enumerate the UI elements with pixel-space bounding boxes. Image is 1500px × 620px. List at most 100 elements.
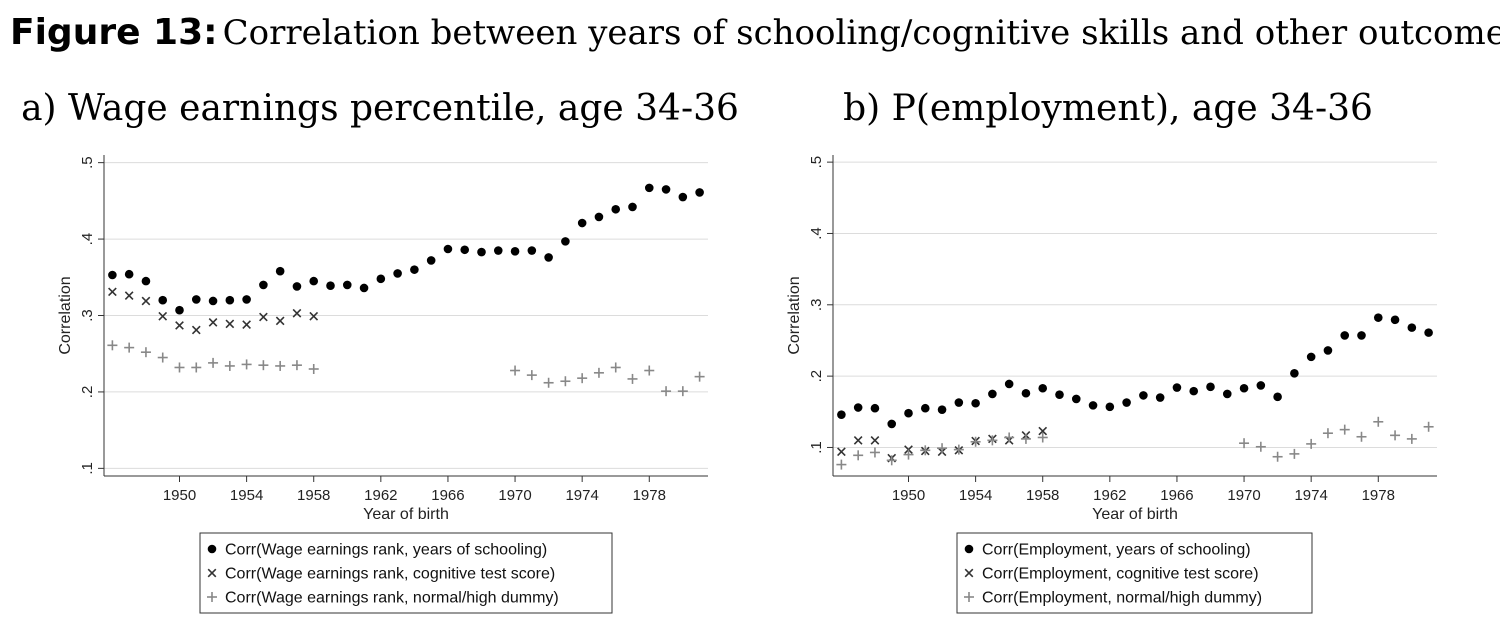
panel-a-point-plus [543,377,554,388]
panel-a-point-x [275,316,285,326]
panel-b-point-plus [1423,421,1434,432]
panel-b-point-dot [1306,352,1316,362]
panel-b-xtick-label: 1978 [1362,487,1395,504]
panel-a-point-dot [527,246,537,255]
panel-b-legend-marker [964,568,974,578]
panel-a-point-dot [141,276,151,286]
panel-a-xtick-label: 1958 [297,487,330,504]
panel-b-legend-box [956,532,1313,614]
panel-a-ytick-label: .2 [79,386,96,399]
panel-a-point-dot [393,269,402,278]
panel-b-point-plus [1406,433,1417,444]
panel-a-point-x [108,287,117,297]
panel-a-point-plus [308,364,319,374]
panel-a-point-plus [124,342,135,353]
panel-a-title: a) Wage earnings percentile, age 34-36 [21,88,739,129]
panel-a-point-dot [493,246,503,255]
panel-a-point-plus [627,373,638,384]
panel-a-point-plus [526,370,537,381]
panel-a-point-plus [140,347,151,358]
panel-a-point-dot [561,237,570,246]
panel-b-series-dot [837,313,1433,429]
panel-a-point-x [191,325,201,335]
panel-a-point-dot [242,295,251,304]
panel-a-point-dot [376,274,386,284]
panel-a-point-dot [108,270,117,280]
panel-a-series-x [108,287,319,335]
panel-b-xtick-label: 1966 [1160,487,1193,504]
panel-b-point-plus [1037,432,1048,443]
panel-a-point-dot [577,218,587,228]
panel-a-legend-box [199,532,613,614]
panel-b-ylabel: Correlation [786,276,803,354]
panel-a-point-dot [124,269,134,279]
panel-a-series-plus [107,340,705,397]
panel-b-xtick-label: 1974 [1294,487,1327,504]
panel-b-point-dot [1340,331,1350,340]
panel-a-point-plus [224,360,235,371]
panel-b-xtick-label: 1970 [1227,487,1260,504]
panel-b-point-plus [953,444,964,455]
panel-a-point-plus [577,373,588,384]
panel-a-legend-label: Corr(Wage earnings rank, cognitive test … [225,566,555,583]
panel-b-legend-marker [964,592,974,602]
panel-b-point-dot [1273,392,1282,402]
panel-a-ytick-label: .4 [79,233,96,246]
panel-b-point-dot [1290,368,1299,378]
panel-b-point-dot [1004,379,1014,389]
panel-b-point-dot [1357,331,1366,340]
panel-a-ytick-label: .3 [79,309,96,322]
panel-b-point-dot [1206,382,1215,392]
panel-a-point-x [124,291,134,300]
panel-b-point-dot [971,398,980,408]
panel-b-ytick-label: .5 [808,156,825,169]
panel-a-point-dot [292,282,302,291]
panel-b-point-plus [987,435,998,446]
panel-a-point-dot [191,295,201,304]
panel-a-ytick-label: .5 [79,156,96,169]
panel-b-xtick-label: 1954 [959,487,992,504]
panel-a-point-dot [426,256,436,265]
panel-a-point-dot [460,245,470,255]
panel-a-xtick-label: 1978 [633,487,666,504]
panel-a-series-dot [108,183,704,315]
panel-b-point-plus [869,447,880,458]
panel-b-point-dot [1155,393,1165,402]
panel-a-point-dot [477,247,486,257]
panel-b-point-x [837,447,846,457]
panel-a-point-dot [594,212,604,222]
panel-a-point-dot [259,280,268,290]
panel-b-point-dot [1390,315,1400,325]
panel-b-point-dot [1424,328,1433,337]
panel-b-point-dot [1038,383,1048,393]
panel-a-point-x [242,320,251,330]
panel-b-point-dot [1021,388,1031,398]
panel-a-point-dot [544,253,553,262]
panel-a-point-plus [157,352,168,363]
panel-a-point-dot [510,247,520,256]
panel-b-ytick-label: .2 [808,370,825,383]
panel-a-point-plus [610,362,621,373]
panel-b-point-x [1038,426,1048,436]
panel-a-point-dot [611,204,621,214]
panel-b-point-dot [1407,323,1417,332]
panel-a-point-plus [510,365,521,376]
panel-b-point-dot [904,408,913,418]
panel-b-point-dot [1239,383,1249,393]
panel-b-point-plus [1239,438,1250,449]
panel-b-point-dot [1122,398,1131,407]
panel-a-ytick-label: .1 [79,462,96,475]
panel-a-point-x [208,318,218,327]
panel-a-point-dot [158,295,168,305]
panel-a-point-dot [628,202,637,212]
panel-a-legend-marker [207,592,217,602]
panel-b-point-dot [870,403,880,413]
panel-a-point-x [225,319,235,329]
panel-a-point-plus [258,360,269,371]
panel-b-point-dot [1071,394,1081,404]
panel-a-point-x [292,308,302,318]
panel-b-point-plus [1004,432,1015,443]
panel-a-point-dot [695,188,704,197]
panel-b-point-plus [1390,430,1401,441]
panel-a-xtick-label: 1962 [364,487,397,504]
